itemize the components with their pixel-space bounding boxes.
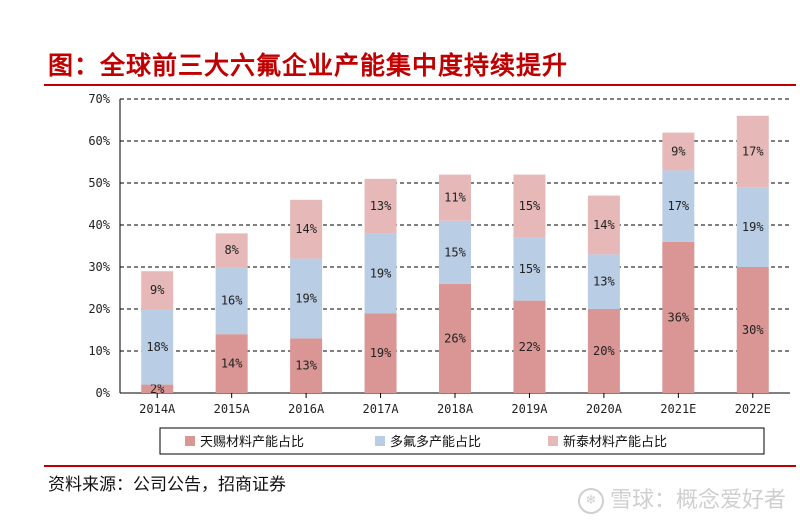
bar-segment	[513, 300, 546, 393]
x-tick-label: 2022E	[735, 402, 771, 416]
data-label: 19%	[742, 220, 764, 234]
data-label: 14%	[295, 222, 317, 236]
x-tick-label: 2014A	[139, 402, 176, 416]
legend-swatch	[375, 436, 385, 446]
bar-segment	[141, 384, 174, 393]
bar-segment	[439, 220, 471, 284]
x-tick-label: 2020A	[586, 402, 623, 416]
data-label: 36%	[667, 310, 689, 324]
data-label: 11%	[444, 191, 466, 205]
data-label: 19%	[295, 292, 317, 306]
data-label: 18%	[146, 340, 168, 354]
data-label: 2%	[150, 382, 165, 396]
data-label: 22%	[519, 340, 541, 354]
x-tick-label: 2018A	[437, 402, 474, 416]
y-tick-label: 50%	[88, 176, 110, 190]
footer-rule	[44, 465, 796, 467]
page-title: 图：全球前三大六氟企业产能集中度持续提升	[48, 51, 569, 80]
legend-swatch	[185, 436, 195, 446]
data-label: 15%	[519, 262, 541, 276]
legend-box	[159, 427, 765, 455]
data-label: 8%	[224, 243, 239, 257]
data-label: 20%	[593, 344, 615, 358]
bar-segment	[513, 237, 546, 301]
bar-segment	[587, 309, 620, 393]
y-tick-label: 10%	[88, 344, 110, 358]
data-label: 9%	[671, 145, 686, 159]
bar-segment	[439, 283, 471, 393]
bar-segment	[141, 271, 174, 309]
y-tick-label: 70%	[88, 92, 110, 106]
legend-label: 新泰材料产能占比	[563, 434, 667, 450]
data-label: 17%	[667, 199, 689, 213]
watermark-text: 雪球：概念爱好者	[609, 488, 786, 513]
y-tick-label: 20%	[88, 302, 110, 316]
bar-segment	[587, 254, 620, 309]
bar-segment	[513, 174, 546, 238]
bar-segment	[364, 178, 397, 234]
bar-segment	[662, 241, 695, 393]
data-label: 13%	[593, 275, 615, 289]
bar-segment	[736, 187, 769, 267]
x-tick-label: 2016A	[288, 402, 325, 416]
bar-segment	[290, 258, 323, 339]
bar-segment	[662, 170, 695, 242]
data-label: 17%	[742, 145, 764, 159]
data-label: 15%	[519, 199, 541, 213]
data-label: 13%	[370, 199, 392, 213]
x-tick-label: 2017A	[362, 402, 399, 416]
data-label: 14%	[221, 357, 243, 371]
x-tick-label: 2021E	[660, 402, 696, 416]
bar-segment	[736, 115, 769, 188]
data-label: 30%	[742, 323, 764, 337]
source-note: 资料来源：公司公告，招商证券	[48, 475, 286, 495]
bar-segment	[141, 309, 174, 385]
data-label: 26%	[444, 331, 466, 345]
data-label: 19%	[370, 346, 392, 360]
bar-segment	[439, 174, 471, 221]
bar-segment	[662, 132, 695, 171]
bar-segment	[290, 199, 323, 259]
data-label: 9%	[150, 283, 165, 297]
data-label: 19%	[370, 266, 392, 280]
legend-swatch	[548, 436, 558, 446]
bar-segment	[364, 313, 397, 393]
xueqiu-logo-icon: ❄	[577, 488, 604, 514]
bar-segment	[215, 334, 248, 393]
legend-label: 多氟多产能占比	[390, 434, 481, 450]
x-tick-label: 2015A	[214, 402, 251, 416]
data-label: 15%	[444, 245, 466, 259]
y-tick-label: 60%	[88, 134, 110, 148]
bar-segment	[215, 233, 248, 267]
data-label: 16%	[221, 294, 243, 308]
bar-segment	[736, 267, 769, 393]
data-label: 14%	[593, 218, 615, 232]
bar-segment	[215, 267, 248, 335]
stacked-bar-chart: 0% 10% 20% 30% 40% 50% 60% 70% 2% 18% 9% 2014A 14% 16…	[88, 92, 790, 455]
bar-segment	[290, 338, 323, 393]
y-tick-label: 0%	[96, 386, 111, 400]
x-tick-label: 2019A	[511, 402, 548, 416]
y-tick-label: 40%	[88, 218, 110, 232]
title-rule	[44, 84, 796, 86]
bar-segment	[364, 233, 397, 314]
watermark: ❄ 雪球：概念爱好者	[577, 482, 786, 514]
y-tick-label: 30%	[88, 260, 110, 274]
legend-label: 天赐材料产能占比	[200, 435, 304, 450]
bar-segment	[587, 195, 620, 255]
data-label: 13%	[295, 359, 317, 373]
